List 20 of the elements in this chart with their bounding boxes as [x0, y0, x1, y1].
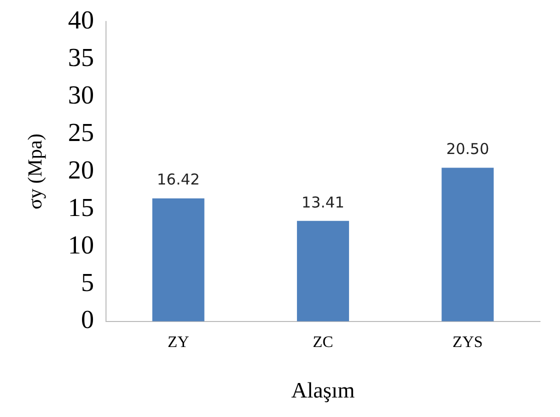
bar	[296, 220, 350, 322]
y-tick-label: 15	[68, 192, 94, 222]
y-tick-label: 40	[68, 5, 94, 34]
data-label: 20.50	[446, 140, 490, 158]
x-tick-label: ZC	[312, 334, 334, 352]
y-tick-label: 35	[68, 42, 94, 72]
y-tick-label: 0	[81, 305, 94, 334]
bar	[152, 198, 204, 322]
data-label: 13.41	[302, 193, 344, 212]
x-axis-title: Alaşım	[291, 378, 355, 403]
y-axis-title: σy (Mpa)	[24, 134, 46, 210]
y-tick-label: 30	[68, 80, 94, 110]
y-tick-label: 10	[68, 230, 94, 260]
bar	[442, 168, 494, 322]
data-label: 16.42	[156, 170, 200, 189]
y-tick-label: 25	[68, 118, 94, 147]
x-tick-label: ZYS	[452, 334, 483, 352]
y-tick-label: 20	[68, 155, 94, 184]
y-tick-label: 5	[81, 268, 94, 297]
x-tick-label: ZY	[168, 334, 190, 352]
